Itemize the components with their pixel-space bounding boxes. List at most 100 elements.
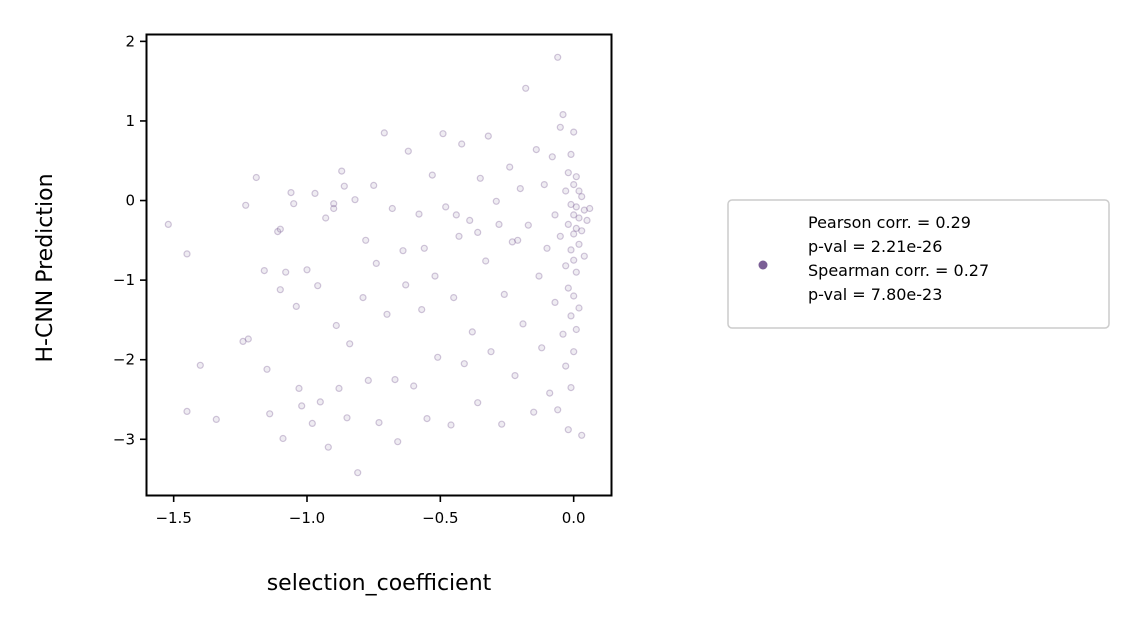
y-axis: 2 1 0 −1 −2 −3 (113, 32, 147, 448)
data-point (572, 224, 580, 232)
x-axis: −1.5 −1.0 −0.5 0.0 (155, 495, 586, 527)
data-point (330, 200, 338, 208)
data-point (530, 408, 538, 416)
data-point (564, 220, 572, 228)
data-point (308, 419, 316, 427)
data-point (452, 211, 460, 219)
data-point (522, 84, 530, 92)
data-point (399, 247, 407, 255)
data-point (340, 182, 348, 190)
data-point (570, 230, 578, 238)
legend-line: Spearman corr. = 0.27 (808, 261, 989, 280)
legend: Pearson corr. = 0.29 p-val = 2.21e-26 Spea… (727, 199, 1110, 329)
legend-line: p-val = 2.21e-26 (808, 237, 942, 256)
y-tick-label: −3 (113, 430, 135, 448)
data-point (506, 163, 514, 171)
data-point (346, 340, 354, 348)
x-tick-label: −0.5 (422, 509, 458, 527)
data-point (508, 238, 516, 246)
data-point (290, 200, 298, 208)
data-point (572, 173, 580, 181)
data-point (487, 348, 495, 356)
data-point (546, 389, 554, 397)
data-point (431, 272, 439, 280)
data-point (428, 171, 436, 179)
data-point (404, 147, 412, 155)
data-point (354, 469, 362, 477)
data-point (311, 189, 319, 197)
data-point (484, 132, 492, 140)
y-tick-label: 1 (125, 112, 135, 130)
x-tick-label: −1.0 (289, 509, 325, 527)
data-point (551, 211, 559, 219)
data-point (196, 361, 204, 369)
data-point (570, 348, 578, 356)
data-point (474, 228, 482, 236)
legend-line: p-val = 7.80e-23 (808, 285, 942, 304)
data-point (372, 259, 380, 267)
data-point (335, 384, 343, 392)
data-point (380, 129, 388, 137)
data-point (295, 384, 303, 392)
data-point (567, 384, 575, 392)
data-point (364, 376, 372, 384)
data-point (330, 204, 338, 213)
data-point (580, 252, 588, 260)
data-point (183, 407, 191, 415)
legend-line: Pearson corr. = 0.29 (808, 213, 971, 232)
data-point (359, 294, 367, 302)
data-point (292, 302, 300, 310)
plot-frame (145, 33, 613, 497)
data-point (570, 128, 578, 136)
data-point (562, 262, 570, 270)
data-point (495, 220, 503, 228)
data-point (538, 344, 546, 352)
data-point (511, 372, 519, 380)
data-point (482, 257, 490, 265)
data-point (410, 382, 418, 390)
data-point (383, 310, 391, 318)
legend-marker (758, 260, 768, 270)
data-point (282, 268, 290, 276)
data-point (420, 244, 428, 252)
data-point (423, 415, 431, 423)
data-point (564, 169, 572, 177)
x-axis-title: selection_coefficient (267, 571, 492, 596)
y-tick-label: −1 (113, 271, 135, 289)
data-point (468, 328, 476, 336)
data-point (562, 187, 570, 195)
data-point (266, 410, 274, 418)
data-point (322, 214, 330, 222)
data-point (554, 53, 562, 61)
data-point (498, 420, 506, 428)
data-point (324, 443, 332, 451)
data-point (362, 236, 370, 244)
data-point (244, 335, 252, 343)
y-tick-label: −2 (113, 351, 135, 369)
data-point (455, 232, 463, 240)
data-point (212, 415, 220, 423)
data-point (559, 110, 567, 119)
x-tick-label: −1.5 (155, 509, 191, 527)
data-point (567, 312, 575, 320)
data-point (570, 211, 578, 219)
data-point (402, 281, 410, 289)
data-point (575, 304, 583, 312)
data-point (578, 193, 586, 201)
data-point (535, 272, 543, 280)
data-point (559, 330, 567, 338)
data-point (516, 185, 524, 193)
data-point (439, 130, 447, 138)
data-point (460, 360, 468, 368)
data-point (572, 203, 580, 211)
data-point (338, 167, 346, 175)
data-point (287, 189, 295, 197)
data-point (391, 376, 399, 384)
data-point (303, 266, 311, 274)
data-point (474, 399, 482, 407)
data-point (458, 140, 466, 148)
data-point (572, 325, 580, 334)
data-point (567, 200, 575, 209)
data-point (548, 153, 556, 161)
